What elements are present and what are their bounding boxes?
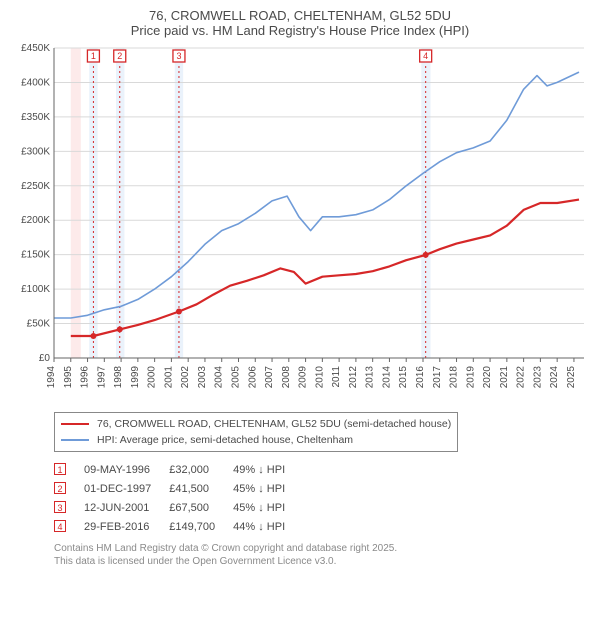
x-tick-label: 1994 <box>46 366 57 389</box>
chart-titles: 76, CROMWELL ROAD, CHELTENHAM, GL52 5DU … <box>10 8 590 38</box>
y-tick-label: £0 <box>39 353 51 364</box>
x-tick-label: 2014 <box>381 366 392 389</box>
legend-item: 76, CROMWELL ROAD, CHELTENHAM, GL52 5DU … <box>61 416 451 432</box>
legend-label: 76, CROMWELL ROAD, CHELTENHAM, GL52 5DU … <box>97 418 451 430</box>
x-tick-label: 2004 <box>214 366 225 389</box>
x-tick-label: 1996 <box>80 366 91 389</box>
highlight-band <box>116 48 124 358</box>
row-date: 29-FEB-2016 <box>84 517 169 536</box>
row-marker: 1 <box>54 463 66 475</box>
title-line-1: 76, CROMWELL ROAD, CHELTENHAM, GL52 5DU <box>10 8 590 23</box>
row-date: 09-MAY-1996 <box>84 460 169 479</box>
y-tick-label: £400K <box>21 77 50 88</box>
marker-number: 1 <box>91 51 96 61</box>
y-tick-label: £100K <box>21 284 50 295</box>
x-tick-label: 2021 <box>499 366 510 389</box>
x-tick-label: 2022 <box>516 366 527 389</box>
x-tick-label: 2009 <box>298 366 309 389</box>
data-point <box>117 326 123 332</box>
row-date: 12-JUN-2001 <box>84 498 169 517</box>
x-tick-label: 2023 <box>532 366 543 389</box>
row-delta: 44% ↓ HPI <box>233 517 303 536</box>
y-tick-label: £250K <box>21 181 50 192</box>
legend: 76, CROMWELL ROAD, CHELTENHAM, GL52 5DU … <box>54 412 458 452</box>
x-tick-label: 2019 <box>465 366 476 389</box>
chart-area: £0 £50K £100K £150K £200K £250K £300K £350K £400… <box>10 42 590 402</box>
x-tick-label: 2003 <box>197 366 208 389</box>
x-tick-label: 2016 <box>415 366 426 389</box>
x-tick-label: 2008 <box>281 366 292 389</box>
footer-attribution: Contains HM Land Registry data © Crown c… <box>54 542 574 568</box>
marker-number: 4 <box>423 51 428 61</box>
x-tick-label: 1999 <box>130 366 141 389</box>
highlight-band <box>71 48 81 358</box>
x-tick-label: 2015 <box>398 366 409 389</box>
footer-line-2: This data is licensed under the Open Gov… <box>54 555 574 568</box>
x-tick-label: 2018 <box>449 366 460 389</box>
row-price: £32,000 <box>169 460 233 479</box>
row-price: £149,700 <box>169 517 233 536</box>
x-tick-label: 2001 <box>163 366 174 389</box>
line-chart: £0 £50K £100K £150K £200K £250K £300K £350K £400… <box>10 42 590 402</box>
x-tick-label: 2010 <box>314 366 325 389</box>
x-tick-label: 1995 <box>63 366 74 389</box>
x-tick-label: 2006 <box>247 366 258 389</box>
x-tick-label: 2011 <box>331 366 342 388</box>
x-tick-label: 2012 <box>348 366 359 389</box>
x-tick-label: 2002 <box>180 366 191 389</box>
x-tick-label: 2024 <box>549 366 560 389</box>
y-tick-label: £450K <box>21 43 50 54</box>
title-line-2: Price paid vs. HM Land Registry's House … <box>10 23 590 38</box>
series-hpi <box>54 72 579 318</box>
data-point <box>423 252 429 258</box>
row-marker: 3 <box>54 501 66 513</box>
y-tick-label: £300K <box>21 146 50 157</box>
table-row: 4 29-FEB-2016£149,70044% ↓ HPI <box>54 517 303 536</box>
row-delta: 45% ↓ HPI <box>233 498 303 517</box>
marker-number: 2 <box>117 51 122 61</box>
table-row: 3 12-JUN-2001£67,50045% ↓ HPI <box>54 498 303 517</box>
table-row: 2 01-DEC-1997£41,50045% ↓ HPI <box>54 479 303 498</box>
data-point <box>176 309 182 315</box>
x-tick-label: 2020 <box>482 366 493 389</box>
row-marker: 4 <box>54 520 66 532</box>
table-row: 1 09-MAY-1996£32,00049% ↓ HPI <box>54 460 303 479</box>
row-date: 01-DEC-1997 <box>84 479 169 498</box>
y-tick-label: £200K <box>21 215 50 226</box>
legend-swatch <box>61 423 89 425</box>
x-tick-label: 2017 <box>432 366 443 389</box>
x-tick-label: 1998 <box>113 366 124 389</box>
x-tick-label: 2005 <box>230 366 241 389</box>
sales-table: 1 09-MAY-1996£32,00049% ↓ HPI 2 01-DEC-1997… <box>54 460 303 536</box>
data-point <box>90 333 96 339</box>
y-tick-label: £50K <box>27 319 51 330</box>
y-tick-label: £150K <box>21 250 50 261</box>
marker-number: 3 <box>176 51 181 61</box>
y-tick-label: £350K <box>21 112 50 123</box>
x-tick-label: 2013 <box>365 366 376 389</box>
legend-item: HPI: Average price, semi-detached house,… <box>61 432 451 448</box>
legend-swatch <box>61 439 89 441</box>
legend-label: HPI: Average price, semi-detached house,… <box>97 434 353 446</box>
row-delta: 49% ↓ HPI <box>233 460 303 479</box>
footer-line-1: Contains HM Land Registry data © Crown c… <box>54 542 574 555</box>
x-tick-label: 1997 <box>96 366 107 389</box>
row-price: £67,500 <box>169 498 233 517</box>
x-tick-label: 2007 <box>264 366 275 389</box>
x-tick-label: 2000 <box>147 366 158 389</box>
row-price: £41,500 <box>169 479 233 498</box>
row-delta: 45% ↓ HPI <box>233 479 303 498</box>
x-tick-label: 2025 <box>566 366 577 389</box>
row-marker: 2 <box>54 482 66 494</box>
